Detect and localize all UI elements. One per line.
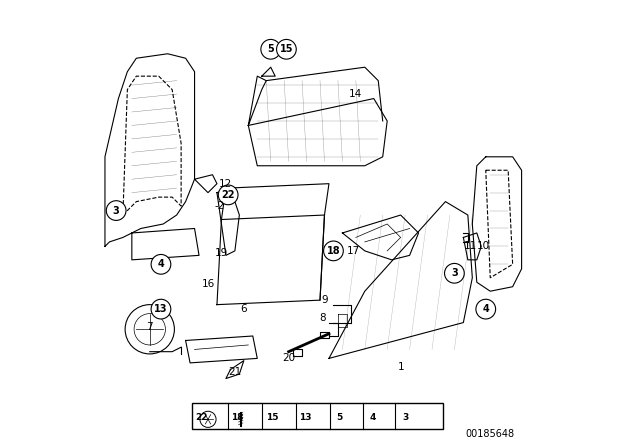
Text: 11: 11	[463, 241, 477, 251]
Text: 21: 21	[228, 367, 241, 377]
Text: -2: -2	[214, 201, 225, 211]
Text: 15: 15	[280, 44, 293, 54]
Circle shape	[151, 254, 171, 274]
Text: 3: 3	[402, 413, 408, 422]
Circle shape	[324, 241, 343, 261]
Text: 16: 16	[202, 280, 214, 289]
Text: 10: 10	[477, 241, 490, 251]
Text: 20: 20	[282, 353, 295, 363]
Text: 12: 12	[220, 179, 232, 189]
Text: 5: 5	[268, 44, 274, 54]
Circle shape	[476, 299, 495, 319]
Bar	[192, 403, 444, 429]
Text: 13: 13	[300, 413, 312, 422]
Text: 22: 22	[221, 190, 235, 200]
Text: 18: 18	[231, 413, 243, 422]
Text: 5: 5	[336, 413, 342, 422]
Text: 8: 8	[319, 313, 326, 323]
Text: 9: 9	[321, 295, 328, 305]
Circle shape	[151, 299, 171, 319]
Text: 13: 13	[154, 304, 168, 314]
Text: 1: 1	[397, 362, 404, 372]
Circle shape	[106, 201, 126, 220]
Text: 4: 4	[483, 304, 489, 314]
Circle shape	[276, 39, 296, 59]
Text: 15: 15	[266, 413, 278, 422]
Circle shape	[218, 185, 238, 205]
Circle shape	[445, 263, 464, 283]
Text: 19: 19	[215, 248, 228, 258]
Text: 3: 3	[451, 268, 458, 278]
Circle shape	[261, 39, 280, 59]
Text: 4: 4	[157, 259, 164, 269]
Text: 4: 4	[370, 413, 376, 422]
Text: 17: 17	[347, 246, 360, 256]
Text: 00185648: 00185648	[466, 429, 515, 439]
Text: 14: 14	[349, 89, 362, 99]
Text: 3: 3	[113, 206, 120, 215]
Text: 22: 22	[195, 413, 207, 422]
Text: 6: 6	[241, 304, 247, 314]
Text: 18: 18	[326, 246, 340, 256]
Text: 7: 7	[147, 322, 153, 332]
